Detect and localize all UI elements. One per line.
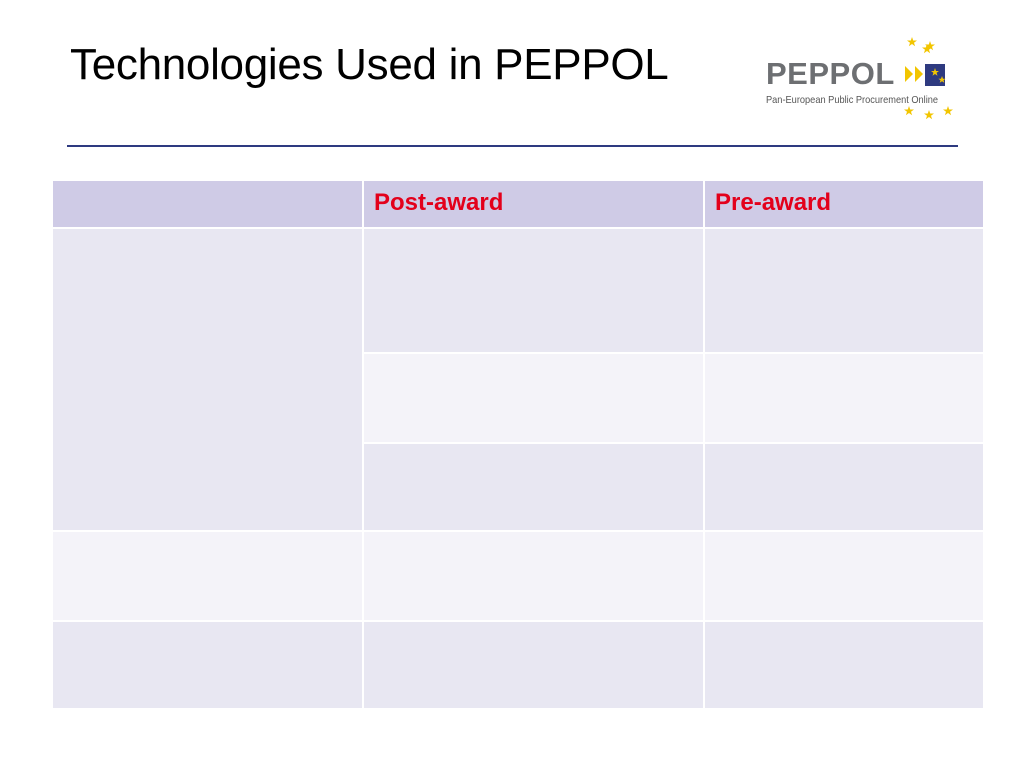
flag-icon xyxy=(925,64,945,86)
arrow-icon xyxy=(915,66,923,82)
post-award-label: Post-award xyxy=(374,189,504,216)
title-divider xyxy=(67,145,958,147)
table-cell xyxy=(362,620,705,710)
table-cell xyxy=(703,227,985,354)
table-cell xyxy=(362,442,705,532)
header-cell-empty xyxy=(51,179,364,229)
header-cell-post-award: Post-award xyxy=(362,179,705,229)
header-cell-pre-award: Pre-award xyxy=(703,179,985,229)
table-cell xyxy=(51,227,364,532)
table-header-row: Post-award Pre-award xyxy=(51,179,985,229)
star-icon xyxy=(924,110,934,120)
table-row xyxy=(52,352,985,444)
technologies-table: Post-award Pre-award xyxy=(51,179,985,710)
star-icon xyxy=(925,41,935,51)
star-icon xyxy=(943,106,953,116)
arrow-icon xyxy=(905,66,913,82)
peppol-logo: PEPPOL Pan-European Public Procurement O… xyxy=(762,34,962,129)
table-cell xyxy=(703,620,985,710)
star-icon xyxy=(922,44,932,54)
table-cell xyxy=(703,530,985,622)
table-cell xyxy=(703,442,985,532)
table-cell xyxy=(362,352,705,444)
table-row xyxy=(51,530,985,622)
logo-stars-icon xyxy=(904,37,953,120)
table-cell xyxy=(362,530,705,622)
star-icon xyxy=(904,106,914,116)
table-cell xyxy=(703,352,985,444)
star-icon xyxy=(907,37,917,47)
table-row xyxy=(51,227,985,532)
table-row xyxy=(52,442,985,532)
table-row xyxy=(51,620,985,710)
pre-award-label: Pre-award xyxy=(715,189,832,216)
logo-tagline: Pan-European Public Procurement Online xyxy=(766,94,939,106)
table-cell xyxy=(51,620,364,710)
table-cell xyxy=(51,530,364,622)
slide-title: Technologies Used in PEPPOL xyxy=(70,40,669,89)
table-cell xyxy=(362,227,705,354)
logo-wordmark: PEPPOL xyxy=(766,56,895,91)
